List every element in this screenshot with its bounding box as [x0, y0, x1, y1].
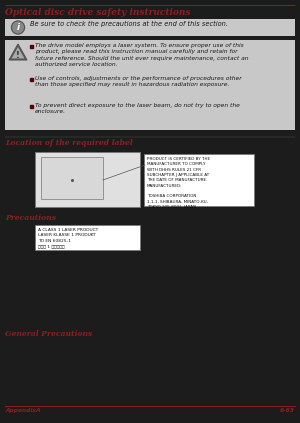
Text: i: i	[16, 24, 20, 33]
Bar	[35, 152, 140, 207]
Circle shape	[13, 22, 23, 33]
Bar	[30, 78, 33, 81]
Text: PRODUCT IS CERTIFIED BY THE
MANUFACTURER TO COMPLY
WITH DHHS RULES 21 CFR
SUBCHA: PRODUCT IS CERTIFIED BY THE MANUFACTURER…	[147, 157, 210, 209]
Text: General Precautions: General Precautions	[5, 330, 92, 338]
Bar	[30, 105, 33, 108]
Text: !: !	[16, 50, 20, 60]
Text: Precautions: Precautions	[5, 214, 56, 222]
Bar	[41, 157, 103, 199]
Polygon shape	[11, 47, 25, 58]
Circle shape	[11, 21, 25, 34]
Text: 6-63: 6-63	[280, 408, 295, 413]
Bar	[5, 19, 295, 36]
Text: Optical disc drive safety instructions: Optical disc drive safety instructions	[5, 8, 190, 17]
Text: Be sure to check the precautions at the end of this section.: Be sure to check the precautions at the …	[30, 21, 228, 27]
Text: AppendixA: AppendixA	[5, 408, 41, 413]
Bar	[35, 225, 140, 250]
Text: Use of controls, adjustments or the performance of procedures other
than those s: Use of controls, adjustments or the perf…	[35, 76, 242, 88]
Polygon shape	[9, 44, 27, 60]
Text: Location of the required label: Location of the required label	[5, 139, 133, 147]
Text: A CLASS 1 LASER PRODUCT
LASER KLASSE 1 PRODUKT
TO EN 60825-1
クラス 1 レーザ製品: A CLASS 1 LASER PRODUCT LASER KLASSE 1 P…	[38, 228, 98, 248]
Bar	[5, 40, 295, 130]
Bar	[30, 45, 33, 48]
Text: To prevent direct exposure to the laser beam, do not try to open the
enclosure.: To prevent direct exposure to the laser …	[35, 103, 240, 114]
Bar	[144, 154, 254, 206]
Text: The drive model employs a laser system. To ensure proper use of this
product, pl: The drive model employs a laser system. …	[35, 43, 248, 67]
